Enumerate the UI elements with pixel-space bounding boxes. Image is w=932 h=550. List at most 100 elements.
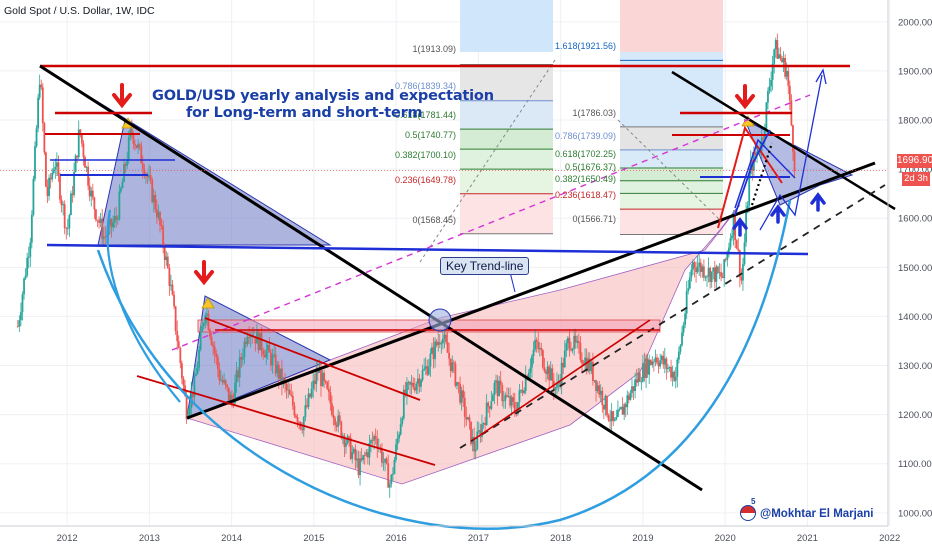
- candle-body: [21, 294, 24, 313]
- candle-body: [374, 436, 377, 439]
- candle-body: [66, 228, 69, 230]
- author-name[interactable]: @Mokhtar El Marjani: [760, 508, 874, 520]
- candle-body: [393, 459, 396, 474]
- candle-body: [110, 218, 113, 228]
- candle-body: [277, 364, 280, 379]
- candle-body: [151, 179, 154, 202]
- candle-body: [737, 248, 740, 251]
- candle-body: [137, 144, 140, 148]
- candle-body: [80, 134, 83, 144]
- fib-right-zone: [620, 168, 723, 181]
- candle-body: [32, 178, 35, 215]
- arrow-down-icon: [112, 83, 132, 109]
- y-tick-label: 1000.00: [898, 508, 932, 519]
- candle-body: [312, 380, 315, 389]
- candle-body: [130, 129, 133, 134]
- candle-body: [212, 344, 215, 347]
- candle-body: [85, 166, 88, 168]
- candle-body: [660, 355, 663, 361]
- candle-body: [318, 370, 321, 373]
- candle-body: [679, 345, 682, 352]
- candle-body: [356, 458, 358, 461]
- candle-body: [620, 406, 622, 410]
- candle-body: [776, 40, 779, 59]
- candle-body: [371, 440, 374, 441]
- candle-body: [565, 343, 568, 351]
- candle-body: [76, 155, 79, 158]
- candle-body: [270, 352, 272, 366]
- candle-body: [73, 172, 75, 196]
- candle-body: [595, 380, 597, 391]
- price-candles[interactable]: [16, 33, 796, 498]
- candle-body: [498, 380, 501, 397]
- candle-body: [556, 382, 558, 388]
- candle-body: [593, 380, 596, 381]
- candle-body: [488, 406, 491, 409]
- candle-body: [545, 371, 547, 374]
- forecast-blue-path-2: [734, 129, 771, 216]
- candle-body: [481, 424, 483, 438]
- candle-body: [135, 145, 138, 148]
- candle-body: [354, 448, 357, 461]
- triangle-apex-middle: [201, 297, 215, 309]
- candle-body: [402, 389, 405, 419]
- fib-left-zone: [460, 193, 553, 234]
- candle-body: [368, 443, 371, 458]
- author-badge-number: 5: [751, 497, 756, 506]
- candle-body: [152, 195, 155, 202]
- candle-body: [613, 419, 616, 421]
- candle-body: [465, 416, 468, 420]
- symbol-header[interactable]: Gold Spot / U.S. Dollar, 1W, IDC: [4, 5, 155, 17]
- candle-body: [727, 247, 730, 252]
- candle-body: [88, 185, 91, 197]
- candle-body: [273, 354, 275, 356]
- candle-body: [617, 409, 619, 417]
- fib-left-0618: 0.618(1781.44): [395, 110, 456, 120]
- candle-body: [154, 195, 157, 210]
- x-tick-label: 2018: [550, 533, 571, 544]
- author-avatar-icon[interactable]: [740, 505, 756, 521]
- candle-body: [718, 272, 721, 274]
- candle-body: [424, 366, 427, 369]
- candle-body: [329, 391, 332, 404]
- candle-body: [451, 362, 454, 372]
- candle-body: [287, 389, 290, 391]
- candle-body: [215, 353, 218, 357]
- candle-body: [673, 371, 676, 381]
- magenta-dashed-line: [171, 94, 811, 351]
- candle-body: [27, 256, 30, 258]
- candle-body: [415, 383, 418, 391]
- candle-body: [568, 337, 571, 349]
- candle-body: [165, 256, 168, 261]
- candle-body: [462, 390, 465, 398]
- candle-body: [307, 393, 310, 407]
- candle-body: [231, 395, 233, 402]
- candle-body: [773, 49, 776, 64]
- candle-body: [334, 418, 336, 425]
- candle-body: [693, 262, 696, 268]
- candle-body: [592, 362, 594, 381]
- candle-body: [735, 240, 738, 249]
- candle-body: [720, 272, 722, 277]
- candle-body: [420, 380, 422, 387]
- candle-body: [91, 190, 94, 198]
- candle-body: [260, 333, 263, 351]
- candle-body: [337, 415, 340, 427]
- candle-body: [596, 385, 599, 391]
- y-tick-label: 1600.00: [898, 214, 932, 225]
- candle-body: [195, 374, 197, 377]
- candle-body: [143, 169, 146, 176]
- x-tick-label: 2017: [468, 533, 489, 544]
- candle-body: [551, 368, 554, 381]
- candle-body: [792, 125, 794, 152]
- candle-body: [581, 359, 583, 364]
- fib-left-zone: [460, 129, 553, 150]
- candle-body: [534, 339, 536, 350]
- candle-body: [463, 397, 466, 417]
- candle-body: [432, 347, 435, 360]
- candle-body: [692, 262, 694, 270]
- candle-body: [484, 423, 486, 426]
- candle-body: [587, 358, 590, 372]
- candle-body: [765, 102, 768, 129]
